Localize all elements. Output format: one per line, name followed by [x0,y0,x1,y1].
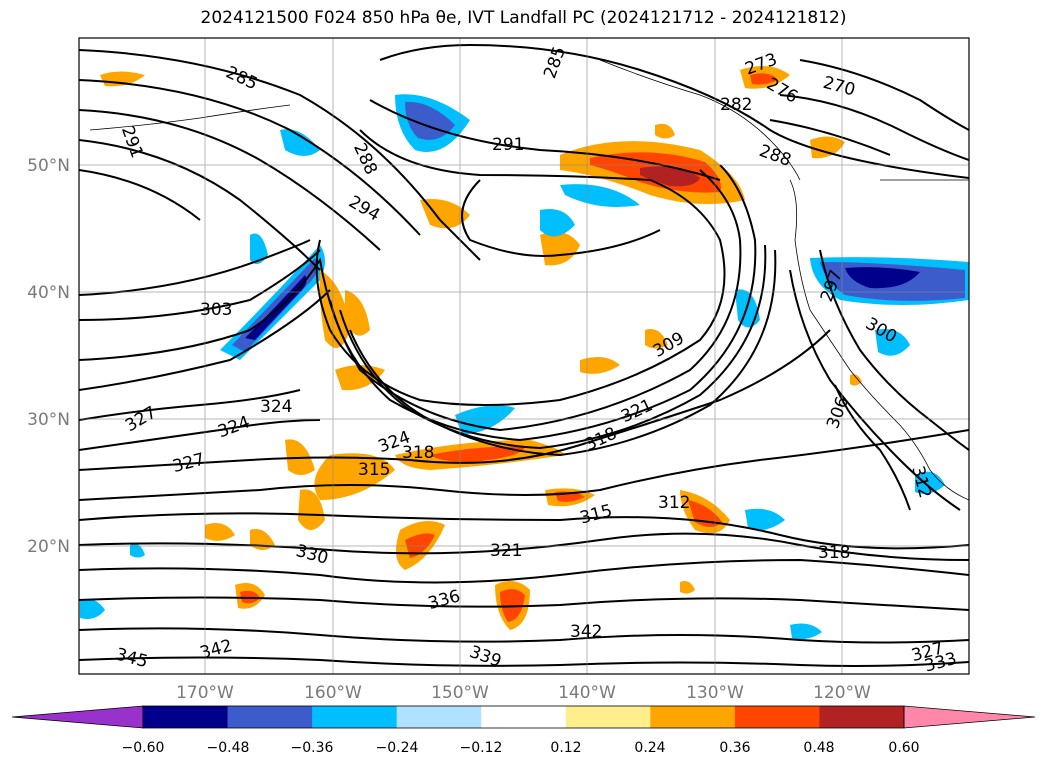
colorbar-tick-label: −0.60 [122,740,165,756]
colorbar [11,705,1036,729]
lon-label: 130°W [686,683,744,703]
colorbar-tick-label: −0.12 [460,740,503,756]
contour-label: 342 [198,636,235,664]
contour-label: 318 [402,443,434,463]
colorbar-swatch [734,706,820,728]
colorbar-swatch [227,706,313,728]
contour-label: 288 [756,141,793,171]
lat-label: 40°N [27,283,70,303]
colorbar-swatch [143,706,229,728]
colorbar-swatch [819,706,905,728]
contour-label: 336 [426,586,463,614]
colorbar-tick-label: 0.12 [550,740,581,756]
colorbar-tick-label: 0.36 [719,740,750,756]
colorbar-tick-label: 0.48 [803,740,834,756]
lat-label: 30°N [27,410,70,430]
contour-label: 291 [492,135,524,155]
colorbar-swatch [312,706,398,728]
map-frame [78,37,970,675]
colorbar-swatch [396,706,482,728]
contour-label: 312 [658,493,690,513]
lat-label: 20°N [27,537,70,557]
contour-label: 345 [113,645,150,673]
colorbar-swatch [650,706,736,728]
colorbar-tick-label: 0.24 [634,740,665,756]
contour-label: 321 [490,541,522,561]
contour-label: 318 [818,543,850,563]
contour-label: 312 [907,464,935,501]
longitude-labels: 170°W 160°W 150°W 140°W 130°W 120°W [176,683,871,703]
contour-label: 324 [260,397,292,417]
contour-label: 324 [215,412,252,442]
contour-label: 330 [294,541,331,569]
contour-label: 294 [345,192,383,226]
colorbar-ticks: −0.60 −0.48 −0.36 −0.24 −0.12 0.12 0.24 … [122,740,920,756]
contour-label: 270 [821,73,858,101]
contour-label: 315 [578,501,615,529]
colorbar-tick-label: −0.24 [376,740,419,756]
contour-label: 285 [223,62,261,94]
colorbar-extend-low [11,705,144,729]
contour-label: 291 [117,123,147,160]
colorbar-extend-high [903,705,1036,729]
contour-label: 303 [200,300,232,320]
lon-label: 120°W [813,683,871,703]
contour-label: 327 [170,449,207,477]
contour-label: 342 [570,622,602,642]
contour-label: 327 [122,403,160,437]
coastlines [89,59,969,501]
lon-label: 150°W [431,683,489,703]
colorbar-tick-label: 0.60 [888,740,919,756]
contour-label: 282 [720,95,752,115]
theta-e-contours [79,43,969,667]
colorbar-frame [142,705,905,729]
map-title: 2024121500 F024 850 hPa θe, IVT Landfall… [200,8,847,28]
lat-label: 50°N [27,156,70,176]
contour-label: 306 [823,394,853,431]
lon-label: 140°W [558,683,616,703]
lon-label: 170°W [176,683,234,703]
colorbar-tick-label: −0.36 [291,740,334,756]
latitude-labels: 50°N 40°N 30°N 20°N [27,156,70,557]
contour-label: 339 [467,642,504,672]
colorbar-tick-label: −0.48 [207,740,250,756]
gridlines [79,38,969,674]
colorbar-swatch [565,706,651,728]
lon-label: 160°W [304,683,362,703]
colorbar-swatch [481,706,567,728]
contour-label: 315 [358,460,390,480]
